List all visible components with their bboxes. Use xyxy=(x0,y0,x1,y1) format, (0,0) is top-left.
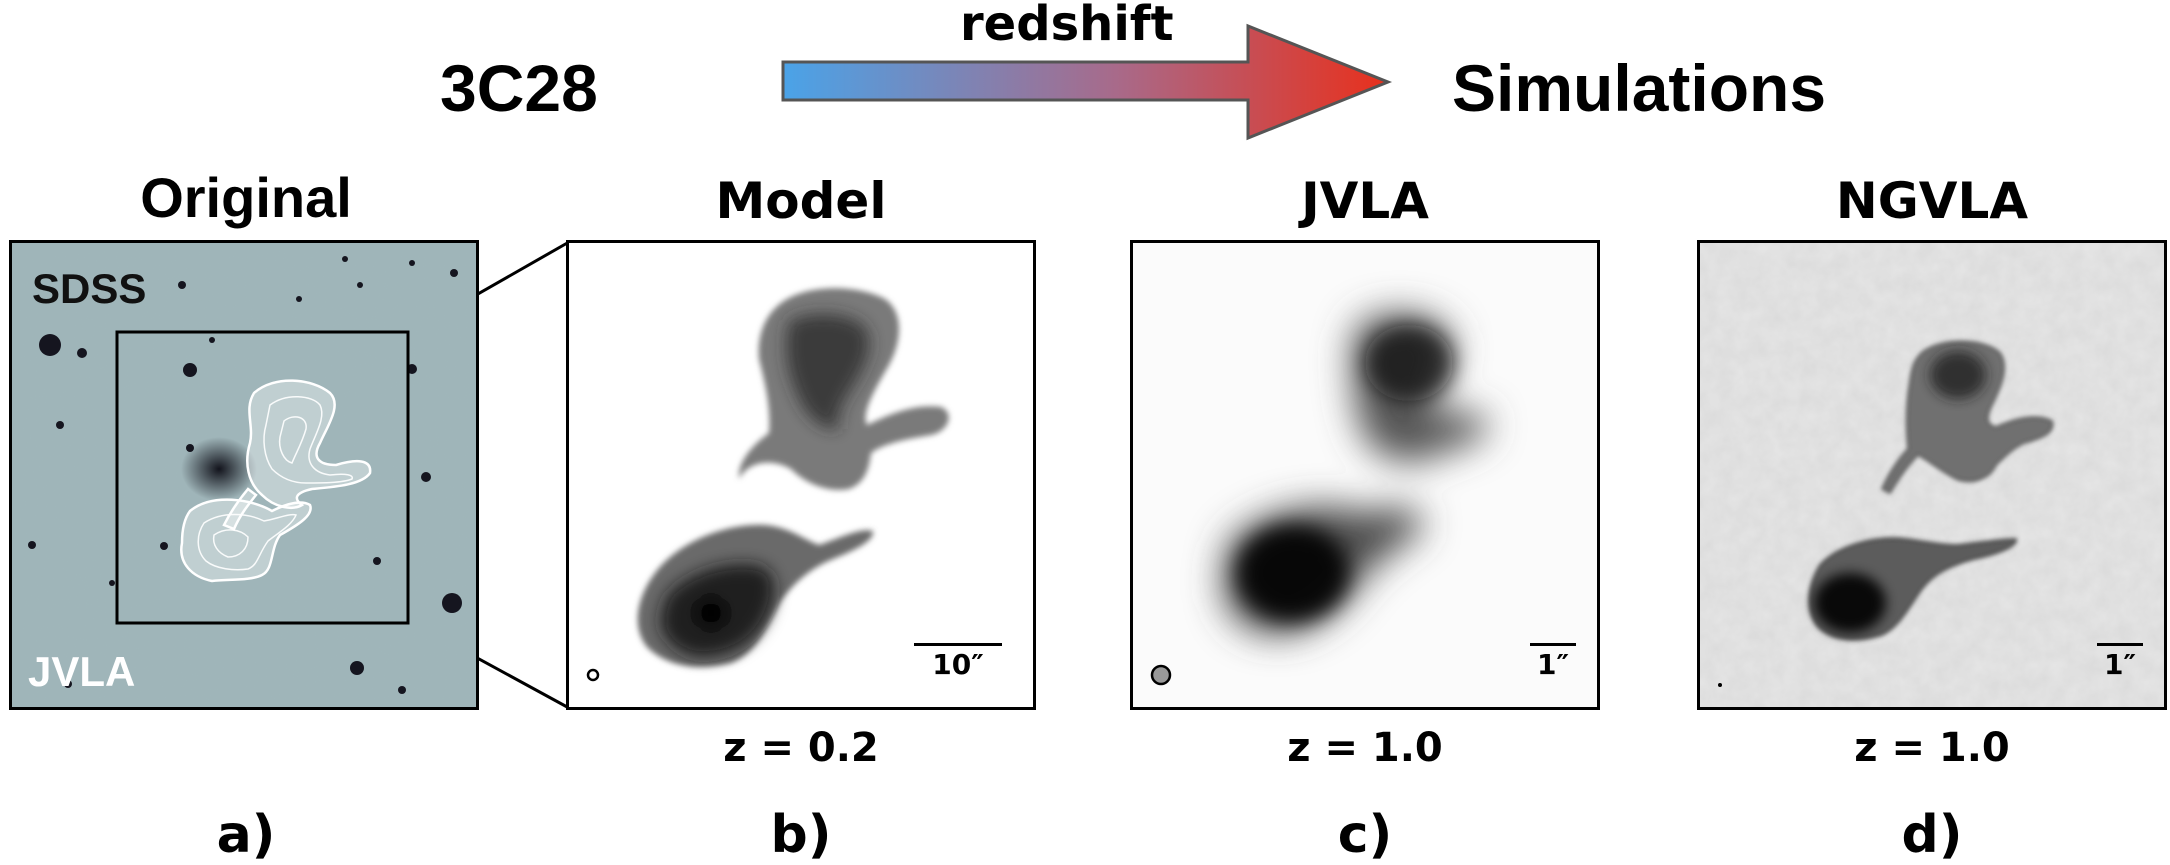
panel-label-a: a) xyxy=(216,805,276,865)
panel-title-original: Original xyxy=(140,166,352,229)
panel-label-b: b) xyxy=(770,805,832,865)
jvla-overlay-label: JVLA xyxy=(28,648,136,695)
redshift-label-jvla: z = 1.0 xyxy=(1287,725,1443,771)
panel-title-model: Model xyxy=(715,172,887,230)
scale-bar-label: 1″ xyxy=(2104,648,2136,681)
model-radio-source xyxy=(586,288,949,682)
scale-bar: 1″ xyxy=(1529,643,1577,681)
redshift-label-model: z = 0.2 xyxy=(723,725,879,771)
panel-jvla-simulation: 1″ xyxy=(1130,240,1600,710)
panel-label-d: d) xyxy=(1901,805,1963,865)
sdss-field-image xyxy=(12,243,476,707)
ngvla-simulated-image xyxy=(1700,243,2164,707)
scale-bar: 10″ xyxy=(913,643,1003,681)
panel-title-ngvla: NGVLA xyxy=(1835,172,2029,230)
redshift-label-ngvla: z = 1.0 xyxy=(1854,725,2010,771)
sdss-label: SDSS xyxy=(32,265,147,312)
panel-ngvla-simulation: 1″ xyxy=(1697,240,2167,710)
panel-model-image: 10″ xyxy=(566,240,1036,710)
panel-label-c: c) xyxy=(1337,805,1393,865)
panel-original-image: SDSS JVLA xyxy=(9,240,479,710)
scale-bar: 1″ xyxy=(2096,643,2144,681)
scale-bar-label: 10″ xyxy=(932,648,984,681)
jvla-simulated-image xyxy=(1133,243,1597,707)
arrow-label: redshift xyxy=(960,0,1174,52)
scale-bar-label: 1″ xyxy=(1537,648,1569,681)
panel-title-jvla: JVLA xyxy=(1301,172,1429,230)
header-left-title: 3C28 xyxy=(440,51,598,125)
header-right-title: Simulations xyxy=(1452,51,1827,125)
